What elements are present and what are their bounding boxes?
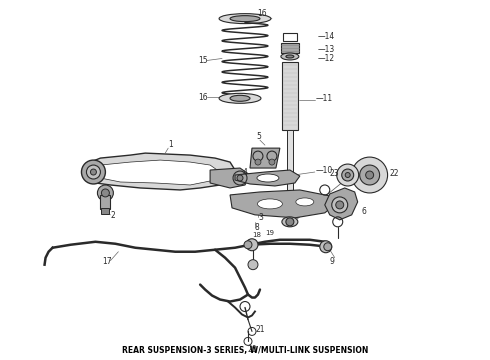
Text: 3: 3 xyxy=(258,213,263,222)
Ellipse shape xyxy=(257,174,279,182)
Circle shape xyxy=(98,185,113,201)
Text: —10: —10 xyxy=(316,166,333,175)
Text: 6: 6 xyxy=(362,207,367,216)
Text: —13: —13 xyxy=(318,45,335,54)
Ellipse shape xyxy=(281,53,299,60)
Circle shape xyxy=(337,164,359,186)
Text: 19: 19 xyxy=(265,230,274,236)
Circle shape xyxy=(86,165,100,179)
Circle shape xyxy=(81,160,105,184)
Polygon shape xyxy=(85,153,235,190)
Ellipse shape xyxy=(257,199,282,209)
Text: 5: 5 xyxy=(256,132,261,141)
Circle shape xyxy=(269,159,275,165)
Polygon shape xyxy=(96,160,220,185)
Circle shape xyxy=(342,169,354,181)
Polygon shape xyxy=(210,168,250,188)
Text: 16: 16 xyxy=(257,9,267,18)
Text: 1: 1 xyxy=(168,140,173,149)
Text: —14: —14 xyxy=(318,32,335,41)
Circle shape xyxy=(246,239,258,251)
Circle shape xyxy=(324,243,332,251)
Text: 4: 4 xyxy=(243,167,248,176)
Circle shape xyxy=(101,189,109,197)
Ellipse shape xyxy=(230,15,260,22)
Text: 16: 16 xyxy=(198,93,208,102)
Circle shape xyxy=(360,165,380,185)
Circle shape xyxy=(286,218,294,226)
Ellipse shape xyxy=(230,95,250,101)
Ellipse shape xyxy=(219,93,261,103)
Text: REAR SUSPENSION-3 SERIES, W/MULTI-LINK SUSPENSION: REAR SUSPENSION-3 SERIES, W/MULTI-LINK S… xyxy=(122,346,368,355)
Text: 23: 23 xyxy=(330,168,340,177)
Text: 8: 8 xyxy=(255,223,260,232)
Circle shape xyxy=(366,171,374,179)
Text: 9: 9 xyxy=(330,257,335,266)
Circle shape xyxy=(345,172,350,177)
Circle shape xyxy=(91,169,97,175)
Bar xyxy=(281,42,299,54)
Text: 20: 20 xyxy=(248,345,258,354)
Polygon shape xyxy=(235,170,300,186)
Circle shape xyxy=(352,157,388,193)
Ellipse shape xyxy=(286,55,294,58)
Bar xyxy=(287,130,293,220)
Ellipse shape xyxy=(296,198,314,206)
Bar xyxy=(283,32,297,41)
Circle shape xyxy=(336,201,343,209)
Circle shape xyxy=(237,175,243,181)
Text: 15: 15 xyxy=(198,56,208,65)
Bar xyxy=(100,195,110,209)
Circle shape xyxy=(244,241,252,249)
Text: 2: 2 xyxy=(110,211,115,220)
Ellipse shape xyxy=(219,14,271,24)
Ellipse shape xyxy=(282,217,298,227)
Text: —11: —11 xyxy=(316,94,333,103)
Polygon shape xyxy=(230,190,335,218)
Text: 18: 18 xyxy=(252,232,261,238)
Text: —12: —12 xyxy=(318,54,335,63)
Text: 21: 21 xyxy=(256,325,266,334)
Circle shape xyxy=(255,159,261,165)
Bar xyxy=(101,208,109,214)
Bar xyxy=(282,62,298,130)
Circle shape xyxy=(248,260,258,270)
Text: 17: 17 xyxy=(102,257,112,266)
Circle shape xyxy=(320,241,332,253)
Polygon shape xyxy=(325,188,358,220)
Text: 22: 22 xyxy=(390,168,399,177)
Circle shape xyxy=(332,197,348,213)
Polygon shape xyxy=(250,148,280,168)
